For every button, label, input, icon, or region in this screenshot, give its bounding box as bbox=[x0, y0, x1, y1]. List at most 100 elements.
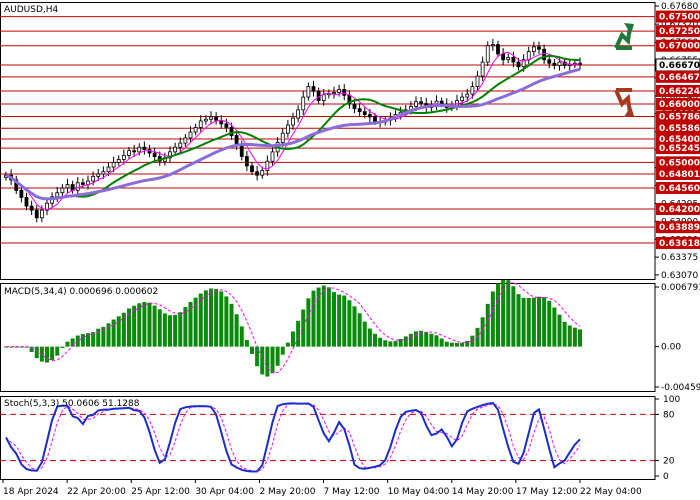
candle-body bbox=[301, 96, 306, 111]
candle-body bbox=[132, 150, 137, 153]
macd-bar bbox=[362, 321, 367, 347]
level-label: 0.65245 bbox=[659, 144, 700, 154]
candle-body bbox=[306, 86, 311, 98]
candle-body bbox=[506, 57, 511, 61]
candle-body bbox=[101, 171, 106, 175]
macd-bar bbox=[127, 308, 131, 347]
candle-body bbox=[367, 114, 372, 118]
macd-bar bbox=[572, 327, 577, 347]
candle-body bbox=[127, 150, 131, 156]
stochastic-tick-label: 0 bbox=[663, 472, 669, 482]
macd-bar bbox=[429, 333, 434, 347]
time-axis: 18 Apr 2024 22 Apr 20:00 25 Apr 12:00 30 Ap… bbox=[2, 479, 642, 497]
candle-body bbox=[485, 45, 490, 63]
level-label-box bbox=[656, 39, 700, 52]
macd-bar bbox=[547, 300, 552, 347]
macd-bar bbox=[352, 306, 357, 347]
candle-body bbox=[96, 173, 101, 177]
macd-bar bbox=[214, 288, 219, 347]
candle-body bbox=[106, 166, 111, 173]
macd-bar bbox=[578, 329, 582, 347]
macd-bar bbox=[157, 309, 162, 347]
candle-body bbox=[116, 159, 121, 163]
level-label: 0.63618 bbox=[659, 239, 700, 249]
stochastic-d-line bbox=[5, 402, 581, 472]
macd-bar bbox=[188, 301, 193, 347]
level-label: 0.64200 bbox=[659, 205, 700, 215]
price-tick-label: 0.67680 bbox=[661, 2, 698, 12]
macd-bar bbox=[173, 314, 178, 347]
candle-body bbox=[121, 154, 126, 160]
macd-bar bbox=[24, 346, 29, 348]
macd-bar bbox=[45, 346, 49, 363]
down-trend-arrow-icon bbox=[614, 88, 634, 117]
candle-body bbox=[285, 124, 290, 134]
moving-average-line bbox=[5, 67, 581, 201]
candle-body bbox=[270, 151, 275, 162]
macd-bar bbox=[239, 326, 244, 347]
macd-bar bbox=[193, 297, 198, 347]
stochastic-pane: 100 80 20 0 bbox=[0, 395, 680, 482]
macd-bar bbox=[60, 346, 65, 348]
macd-bar bbox=[280, 346, 285, 355]
macd-bar bbox=[70, 338, 75, 347]
price-tick-label: 0.63375 bbox=[661, 253, 698, 263]
macd-bar bbox=[4, 346, 8, 348]
candle-body bbox=[137, 146, 142, 153]
macd-bar bbox=[342, 295, 347, 347]
macd-bar bbox=[373, 333, 377, 347]
macd-bar bbox=[388, 341, 393, 347]
macd-tick-label: 0.006791 bbox=[661, 283, 700, 293]
level-label-box bbox=[656, 142, 700, 155]
time-tick-label: 18 Apr 2024 bbox=[3, 487, 59, 497]
candle-body bbox=[470, 86, 475, 95]
macd-bar bbox=[511, 286, 516, 347]
macd-bar bbox=[332, 292, 336, 347]
macd-bar bbox=[516, 294, 521, 347]
macd-bar bbox=[408, 333, 413, 347]
macd-bar bbox=[419, 330, 424, 347]
candle-body bbox=[311, 86, 316, 92]
macd-bar bbox=[14, 346, 19, 348]
level-label-box bbox=[656, 25, 700, 38]
price-pane: 0.676800.673700.670600.667550.664500.661… bbox=[0, 2, 700, 281]
candle-body bbox=[250, 165, 254, 173]
candle-body bbox=[244, 156, 249, 167]
macd-bar bbox=[234, 314, 239, 347]
stochastic-tick-label: 80 bbox=[663, 410, 675, 420]
level-label-box bbox=[656, 156, 700, 169]
candle-body bbox=[209, 116, 213, 120]
macd-bar bbox=[209, 288, 213, 347]
macd-bar bbox=[537, 296, 541, 347]
level-label: 0.64801 bbox=[659, 170, 700, 180]
macd-bar bbox=[29, 346, 34, 353]
macd-bar bbox=[378, 337, 383, 347]
macd-bar bbox=[80, 334, 85, 347]
candle-body bbox=[239, 144, 244, 157]
macd-bar bbox=[347, 300, 352, 347]
macd-tick-label: -0.004597 bbox=[661, 383, 700, 393]
macd-bar bbox=[250, 346, 254, 354]
macd-bar bbox=[465, 340, 470, 347]
level-label: 0.66224 bbox=[659, 87, 700, 97]
level-label: 0.66000 bbox=[659, 100, 700, 110]
macd-bar bbox=[506, 280, 511, 347]
macd-bar bbox=[224, 296, 229, 347]
candle-body bbox=[45, 202, 49, 211]
level-label: 0.66467 bbox=[659, 73, 700, 83]
candle-body bbox=[173, 146, 178, 153]
candle-body bbox=[260, 170, 265, 176]
macd-bar bbox=[449, 342, 454, 347]
macd-bar bbox=[531, 297, 536, 347]
macd-bar bbox=[178, 312, 183, 347]
macd-bars bbox=[4, 279, 582, 377]
macd-bar bbox=[183, 307, 188, 347]
macd-bar bbox=[168, 315, 172, 347]
macd-bar bbox=[439, 338, 444, 347]
candle-body bbox=[547, 59, 552, 64]
candle-body bbox=[193, 126, 198, 133]
candle-body bbox=[91, 175, 96, 182]
candle-body bbox=[188, 131, 193, 139]
macd-bar bbox=[367, 328, 372, 347]
candle-body bbox=[39, 209, 44, 219]
